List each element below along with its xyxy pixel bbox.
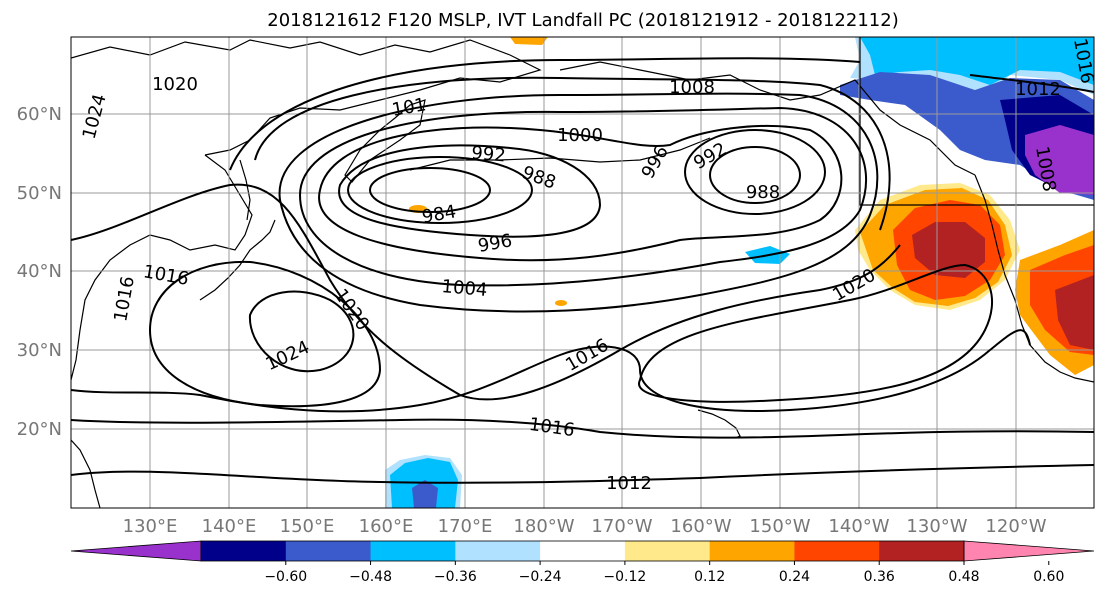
contour-label: 1008 <box>669 77 715 98</box>
lon-label: 150°W <box>749 516 810 537</box>
colorbar-segment <box>879 541 965 561</box>
colorbar-segment <box>709 541 795 561</box>
lon-label: 170°W <box>591 516 652 537</box>
shading-blue-ne <box>860 37 1094 85</box>
colorbar-tick-label: −0.48 <box>349 569 392 585</box>
gridlines <box>71 37 1094 508</box>
shading-darkred-na <box>912 222 985 278</box>
contour-label: 992 <box>470 143 506 167</box>
lon-label: 140°W <box>828 516 889 537</box>
contour-label: 988 <box>746 182 780 203</box>
colorbar-frame <box>200 540 965 562</box>
contour-992 <box>338 144 602 238</box>
colorbar-tick-label: −0.36 <box>434 569 477 585</box>
coast-sakhalin <box>239 159 251 221</box>
colorbar-segment <box>201 541 287 561</box>
lat-label: 30°N <box>17 340 62 361</box>
contour-1016-main <box>71 329 1031 413</box>
map-title: 2018121612 F120 MSLP, IVT Landfall PC (2… <box>267 10 898 31</box>
colorbar-segment <box>285 541 372 561</box>
contour-1004 <box>278 92 879 313</box>
shading-medblue-south <box>412 480 438 508</box>
ivt-shading <box>385 37 1094 508</box>
contour-1012-ne <box>969 74 1094 93</box>
coast-hawaii <box>697 409 741 439</box>
contour-992-east <box>684 129 826 215</box>
coast-alaska <box>559 61 976 176</box>
contour-label: 1012 <box>606 473 652 494</box>
contour-1012 <box>71 464 1094 484</box>
contour-label: 1004 <box>441 276 488 301</box>
colorbar-tick-label: −0.60 <box>264 569 307 585</box>
lat-labels: 60°N 50°N 40°N 30°N 20°N <box>17 104 62 440</box>
contour-1000 <box>298 106 868 287</box>
shading-orange-dot <box>555 300 567 306</box>
contour-1016-west <box>229 57 861 171</box>
coast-kamchatka <box>344 99 426 183</box>
colorbar-segment <box>455 541 541 561</box>
lon-label: 140°E <box>202 516 257 537</box>
lat-label: 50°N <box>17 183 62 204</box>
lon-label: 150°E <box>280 516 335 537</box>
contour-label: 1020 <box>152 74 198 95</box>
colorbar-segment <box>540 541 626 561</box>
coast-asia-east <box>71 154 253 381</box>
colorbar-segment <box>794 541 880 561</box>
colorbar-extension-right <box>963 540 1095 562</box>
lat-label: 60°N <box>17 104 62 125</box>
colorbar-tick-label: −0.24 <box>519 569 562 585</box>
contour-1008 <box>254 76 891 231</box>
shading-darkred-sw <box>1055 275 1094 350</box>
lon-label: 120°W <box>985 516 1046 537</box>
colorbar-tick-label: 0.12 <box>694 569 725 585</box>
lat-label: 20°N <box>17 419 62 440</box>
contour-1020-east <box>638 263 994 403</box>
lon-label: 160°W <box>670 516 731 537</box>
map-area <box>71 37 1094 508</box>
contour-label: 1012 <box>1015 79 1061 100</box>
coastlines <box>71 37 1094 508</box>
colorbar-tick-label: 0.48 <box>948 569 979 585</box>
contour-1016-south <box>71 418 1094 439</box>
coast-north-america <box>974 174 1094 383</box>
coast-aleutians <box>409 137 711 171</box>
colorbar-extension-left <box>70 540 202 562</box>
coast-philippines <box>71 439 101 508</box>
contour-984 <box>369 167 491 213</box>
shading-purple-ne <box>1025 125 1094 195</box>
colorbar-tick-label: 0.36 <box>864 569 895 585</box>
lon-label: 130°E <box>123 516 178 537</box>
lon-label: 170°E <box>438 516 493 537</box>
shading-orange-top <box>510 37 548 45</box>
colorbar-segment <box>370 541 456 561</box>
coast-asia-north <box>71 39 542 156</box>
contour-988-east <box>709 146 801 204</box>
lon-label: 160°E <box>359 516 414 537</box>
map-border <box>70 36 1095 509</box>
colorbar: −0.60 −0.48 −0.36 −0.24 −0.12 0.12 0.24 0.36 0.4… <box>70 540 1095 585</box>
colorbar-tick-label: 0.24 <box>779 569 810 585</box>
lon-labels: 130°E 140°E 150°E 160°E 170°E 180°W 170°… <box>123 516 1047 537</box>
colorbar-tick-label: 0.60 <box>1033 569 1064 585</box>
lat-label: 40°N <box>17 261 62 282</box>
coast-japan <box>199 219 276 301</box>
colorbar-segment <box>624 541 711 561</box>
lon-label: 130°W <box>906 516 967 537</box>
lon-label: 180°W <box>513 516 574 537</box>
contour-988-west <box>347 156 533 224</box>
mslp-contours <box>71 57 1094 484</box>
colorbar-tick-label: −0.12 <box>603 569 646 585</box>
contour-1024-west <box>248 290 355 373</box>
contour-996 <box>318 125 843 262</box>
contour-1020-west <box>148 260 382 408</box>
contour-label: 1000 <box>557 125 603 146</box>
